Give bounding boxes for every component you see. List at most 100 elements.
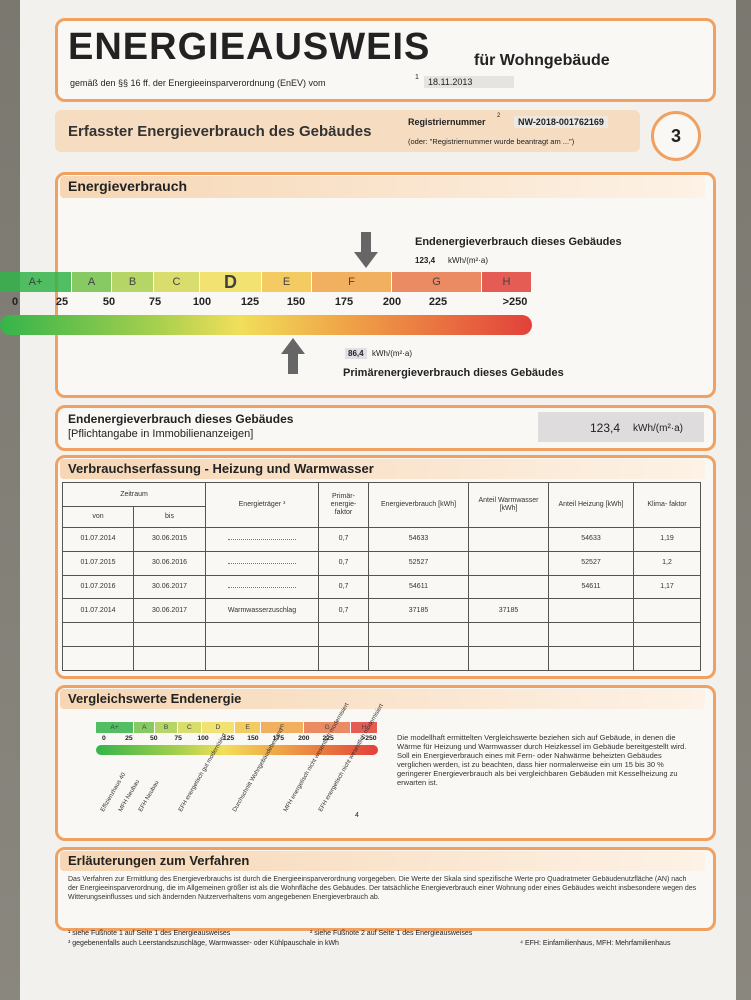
table-cell: 30.06.2016 xyxy=(134,551,206,576)
subtitle: gemäß den §§ 16 ff. der Energieeinsparve… xyxy=(70,78,326,88)
scale-label: 125 xyxy=(240,296,260,308)
table-cell: 30.06.2015 xyxy=(134,528,206,552)
table-cell: 52527 xyxy=(549,551,634,576)
table-cell: 0,7 xyxy=(319,599,369,624)
header-box xyxy=(55,18,716,102)
table-cell xyxy=(134,623,206,647)
date: 18.11.2013 xyxy=(424,76,514,88)
table-cell: 01.07.2016 xyxy=(63,575,134,600)
table-cell xyxy=(206,551,319,576)
scale-label: 25 xyxy=(125,734,133,742)
table-cell xyxy=(469,623,549,647)
table-cell: 1,17 xyxy=(634,575,701,600)
value-field xyxy=(538,412,704,442)
reg-note: 2 xyxy=(497,113,501,119)
class-cell: C xyxy=(154,272,200,292)
subtitle-note: 1 xyxy=(415,74,419,81)
footnote: ¹ siehe Fußnote 1 auf Seite 1 des Energi… xyxy=(68,930,231,937)
explain-heading: Erläuterungen zum Verfahren xyxy=(68,853,250,868)
table-header: bis xyxy=(134,507,206,528)
table-cell xyxy=(369,623,469,647)
table-cell xyxy=(469,528,549,552)
class-cell: H xyxy=(351,722,378,733)
table-cell xyxy=(319,647,369,671)
pflicht-unit: kWh/(m²·a) xyxy=(633,423,683,434)
compare-note: 4 xyxy=(355,812,359,819)
table-cell: 0,7 xyxy=(319,551,369,576)
table-cell xyxy=(206,623,319,647)
scale-bar xyxy=(96,744,378,756)
scale-label: 0 xyxy=(11,296,19,308)
scale-label: 50 xyxy=(149,734,158,742)
table-header: Anteil Warmwasser [kWh] xyxy=(469,483,549,528)
class-cell: A+ xyxy=(96,722,135,733)
pflicht-label: Endenergieverbrauch dieses Gebäudes xyxy=(68,412,294,426)
energy-heading: Energieverbrauch xyxy=(68,178,188,194)
class-cell: D xyxy=(200,272,262,292)
class-cell: E xyxy=(234,722,262,733)
scale-label: 25 xyxy=(55,296,69,308)
table-header: Primär- energie- faktor xyxy=(319,483,369,528)
dash-line xyxy=(228,586,296,588)
dash-line xyxy=(228,563,296,565)
table-box xyxy=(55,455,716,679)
class-cell: F xyxy=(261,722,304,733)
scale-bar xyxy=(0,315,532,335)
footnote: ⁴ EFH: Einfamilienhaus, MFH: Mehrfamilie… xyxy=(520,940,671,947)
table-cell xyxy=(634,599,701,624)
table-cell xyxy=(63,623,134,647)
class-cell: F xyxy=(312,272,392,292)
reg-label: Registriernummer xyxy=(408,117,486,127)
class-cell: B xyxy=(155,722,178,733)
scale-label: >250 xyxy=(502,296,528,308)
table-cell xyxy=(369,647,469,671)
class-cell: A xyxy=(134,722,156,733)
end-label: Endenergieverbrauch dieses Gebäudes xyxy=(415,236,622,248)
class-cell: A xyxy=(72,272,112,292)
scale-label: >250 xyxy=(361,734,377,742)
scale-label: 75 xyxy=(148,296,162,308)
end-value: 123,4 xyxy=(415,256,436,265)
table-header: von xyxy=(63,507,134,528)
title: ENERGIEAUSWEIS xyxy=(68,26,431,68)
title-suffix: für Wohngebäude xyxy=(474,52,610,69)
heading-bar xyxy=(60,459,705,479)
class-cell: G xyxy=(303,722,352,733)
table-cell xyxy=(206,528,319,552)
table-cell xyxy=(549,647,634,671)
table-cell: 1,19 xyxy=(634,528,701,552)
table-cell: 37185 xyxy=(369,599,469,624)
class-cell: B xyxy=(112,272,154,292)
table-cell: 54611 xyxy=(549,575,634,600)
table-header: Energieverbrauch [kWh] xyxy=(369,483,469,528)
scale-label: 150 xyxy=(247,734,259,742)
table-cell: 54611 xyxy=(369,575,469,600)
scale-label: 0 xyxy=(102,734,106,742)
table-header: Klima- faktor xyxy=(634,483,701,528)
heading-bar xyxy=(60,689,705,709)
table-cell: 01.07.2014 xyxy=(63,528,134,552)
table-cell xyxy=(469,647,549,671)
compare-heading: Vergleichswerte Endenergie xyxy=(68,691,242,706)
scale-label: 150 xyxy=(286,296,306,308)
table-cell: 37185 xyxy=(469,599,549,624)
table-cell: 0,7 xyxy=(319,528,369,552)
table-cell xyxy=(549,599,634,624)
table-cell: 54633 xyxy=(549,528,634,552)
table-header: Energieträger ³ xyxy=(206,483,319,528)
table-cell: 1,2 xyxy=(634,551,701,576)
table-cell: Warmwasserzuschlag xyxy=(206,599,319,624)
explain-text: Das Verfahren zur Ermittlung des Energie… xyxy=(68,876,697,901)
table-header: Anteil Heizung [kWh] xyxy=(549,483,634,528)
footnote: ³ gegebenenfalls auch Leerstandszuschläg… xyxy=(68,940,339,947)
table-cell xyxy=(549,623,634,647)
heading-bar xyxy=(60,851,705,871)
scale-label: 225 xyxy=(428,296,448,308)
reg-alt: (oder: "Registriernummer wurde beantragt… xyxy=(408,137,575,146)
class-cell: G xyxy=(392,272,482,292)
table-cell: 0,7 xyxy=(319,575,369,600)
reg-number: NW-2018-001762169 xyxy=(514,116,608,128)
table-cell xyxy=(134,647,206,671)
page-number: 3 xyxy=(651,111,701,161)
scale-label: 100 xyxy=(192,296,212,308)
